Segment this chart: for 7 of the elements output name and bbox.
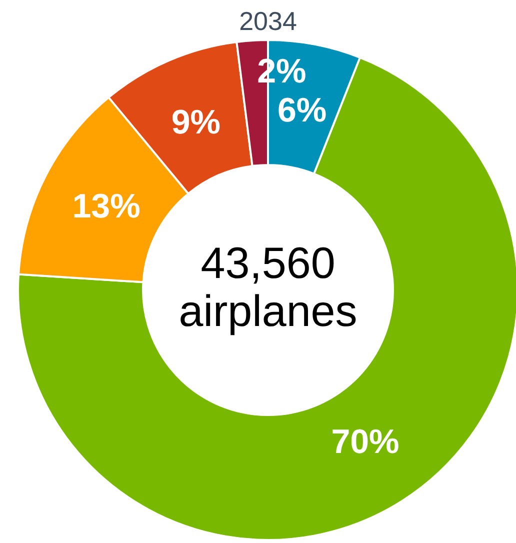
- data-label: 13%: [72, 188, 140, 226]
- text: 43,560: [200, 239, 336, 288]
- data-label: 6%: [277, 92, 327, 130]
- text: airplanes: [178, 287, 358, 336]
- chart-title: 2034: [239, 6, 297, 36]
- data-label: 9%: [171, 103, 220, 142]
- data-label: 70%: [331, 423, 400, 462]
